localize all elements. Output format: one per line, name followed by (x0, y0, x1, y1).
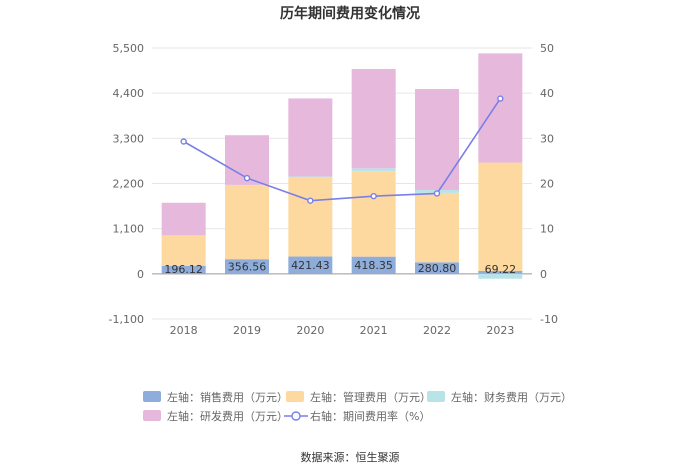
left-tick-label: -1,100 (109, 313, 144, 326)
sales-bar (415, 262, 459, 274)
legend-finance-swatch (427, 391, 445, 402)
rnd-bar (478, 53, 523, 163)
left-tick-label: 3,300 (113, 132, 145, 145)
right-tick-label: 20 (540, 178, 554, 191)
admin-bar (478, 162, 523, 271)
x-tick-label: 2021 (360, 324, 388, 337)
sales-bar (161, 265, 206, 274)
finance-bar (478, 273, 523, 279)
admin-bar (161, 235, 206, 266)
legend-admin-swatch (286, 391, 304, 402)
left-tick-label: 5,500 (113, 42, 145, 55)
x-tick-label: 2022 (423, 324, 451, 337)
admin-bar (415, 192, 459, 263)
right-tick-label: 10 (540, 223, 554, 236)
admin-bar (288, 176, 333, 257)
right-tick-label: -10 (540, 313, 558, 326)
right-tick-label: 40 (540, 87, 554, 100)
right-tick-label: 30 (540, 132, 554, 145)
sales-value-label: 356.56 (228, 261, 267, 274)
sales-bar (288, 256, 333, 274)
sales-value-label: 196.12 (164, 263, 203, 276)
legend-rnd-label: 左轴：研发费用（万元） (167, 409, 288, 423)
rnd-bar (415, 89, 459, 191)
finance-bar (225, 184, 269, 186)
source-text: 数据来源：恒生聚源 (301, 450, 400, 464)
legend-rate-label: 右轴：期间费用率（%） (310, 409, 430, 423)
x-tick-label: 2023 (486, 324, 514, 337)
grid (152, 47, 532, 320)
sales-bar (478, 270, 523, 274)
bar-labels: 196.12 356.56 421.43 418.35 280.80 69.22 (164, 259, 516, 276)
legend-sales-swatch (143, 391, 161, 402)
sales-value-label: 280.80 (418, 262, 457, 275)
rate-point (370, 192, 377, 200)
rate-point (180, 138, 187, 145)
x-tick-label: 2018 (170, 324, 198, 337)
left-tick-label: 1,100 (113, 223, 145, 236)
chart-title: 历年期间费用变化情况 (280, 5, 420, 22)
axes: -1,100 0 1,100 2,200 3,300 4,400 5,500 -10 0 10 20… (109, 42, 558, 337)
legend-rate-marker (291, 411, 301, 421)
rate-point (307, 197, 314, 204)
rnd-bar (288, 98, 333, 177)
rate-line (180, 95, 504, 204)
rate-point (243, 174, 251, 182)
finance-bar (288, 176, 333, 177)
legend-sales-label: 左轴：销售费用（万元） (167, 390, 288, 404)
sales-bar (351, 256, 396, 274)
left-tick-label: 0 (137, 268, 144, 281)
sales-bar (225, 259, 269, 274)
rnd-bar (351, 69, 396, 169)
rnd-bar (161, 202, 206, 236)
left-tick-label: 2,200 (113, 178, 145, 191)
sales-value-label: 421.43 (291, 259, 330, 272)
admin-bar (351, 171, 396, 257)
x-tick-label: 2019 (233, 324, 261, 337)
legend: 左轴：销售费用（万元） 左轴：管理费用（万元） 左轴：财务费用（万元） 左轴：研发费用… (143, 390, 572, 423)
finance-bar (161, 235, 206, 236)
right-tick-label: 50 (540, 42, 554, 55)
admin-bar (225, 185, 269, 260)
rate-line-path (183, 98, 501, 202)
rate-point (433, 190, 441, 197)
sales-value-label: 418.35 (354, 259, 393, 272)
legend-finance-label: 左轴：财务费用（万元） (451, 390, 572, 404)
bars (161, 53, 523, 279)
legend-rnd-swatch (143, 410, 161, 421)
left-tick-label: 4,400 (113, 87, 145, 100)
sales-value-label: 69.22 (485, 263, 517, 276)
legend-admin-label: 左轴：管理费用（万元） (310, 390, 431, 404)
x-tick-label: 2020 (296, 324, 324, 337)
right-tick-label: 0 (540, 268, 547, 281)
finance-bar (351, 168, 396, 172)
rate-point (497, 95, 504, 102)
